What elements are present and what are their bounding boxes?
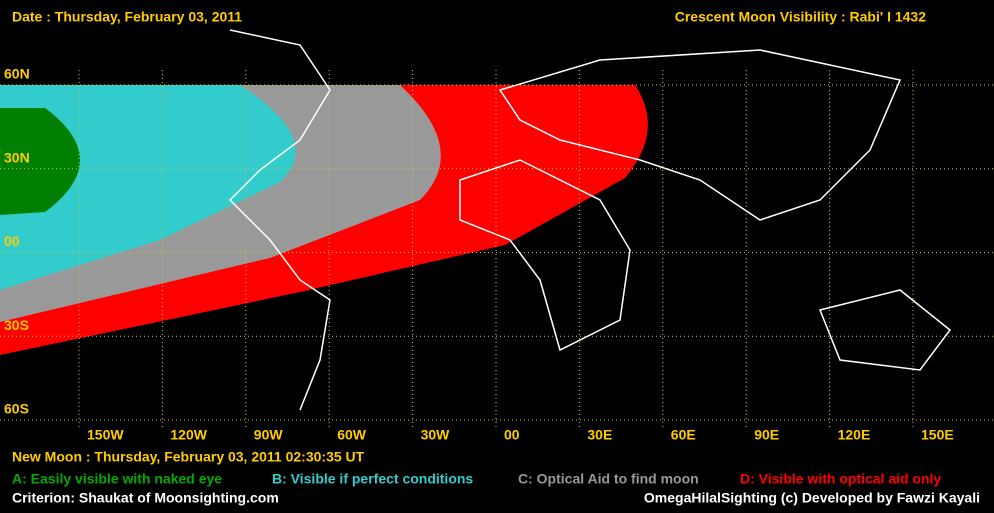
zone-b xyxy=(0,85,296,290)
latitude-label: 60N xyxy=(4,66,30,82)
longitude-label: 60E xyxy=(671,427,696,443)
longitude-label: 30E xyxy=(587,427,612,443)
eurasia-outline xyxy=(498,49,902,221)
visibility-zones xyxy=(0,85,648,355)
legend-b: B: Visible if perfect conditions xyxy=(272,471,473,487)
longitude-label: 150E xyxy=(921,427,954,443)
latitude-label: 30N xyxy=(4,149,30,165)
africa-outline xyxy=(459,159,631,352)
longitude-label: 120W xyxy=(170,427,207,443)
credit-label: OmegaHilalSighting (c) Developed by Fawz… xyxy=(644,490,980,506)
new-moon-label: New Moon : Thursday, February 03, 2011 0… xyxy=(12,449,365,465)
longitude-label: 150W xyxy=(87,427,124,443)
date-label: Date : Thursday, February 03, 2011 xyxy=(12,9,242,25)
map-title: Crescent Moon Visibility : Rabi' I 1432 xyxy=(675,9,926,25)
legend-a: A: Easily visible with naked eye xyxy=(12,471,222,487)
longitude-label: 60W xyxy=(337,427,367,443)
longitude-label: 120E xyxy=(838,427,871,443)
longitude-label: 30W xyxy=(421,427,451,443)
longitude-label: 90E xyxy=(754,427,779,443)
grid xyxy=(0,70,994,428)
longitude-label: 00 xyxy=(504,427,520,443)
coastlines xyxy=(228,29,952,411)
latitude-label: 00 xyxy=(4,233,20,249)
latitude-label: 60S xyxy=(4,401,29,417)
legend-c: C: Optical Aid to find moon xyxy=(518,471,699,487)
australia-outline xyxy=(818,289,952,371)
criterion-label: Criterion: Shaukat of Moonsighting.com xyxy=(12,490,279,506)
legend-d: D: Visible with optical aid only xyxy=(740,471,941,487)
latitude-label: 30S xyxy=(4,317,29,333)
longitude-label: 90W xyxy=(254,427,284,443)
zone-a xyxy=(0,108,80,215)
americas-outline xyxy=(228,29,331,411)
